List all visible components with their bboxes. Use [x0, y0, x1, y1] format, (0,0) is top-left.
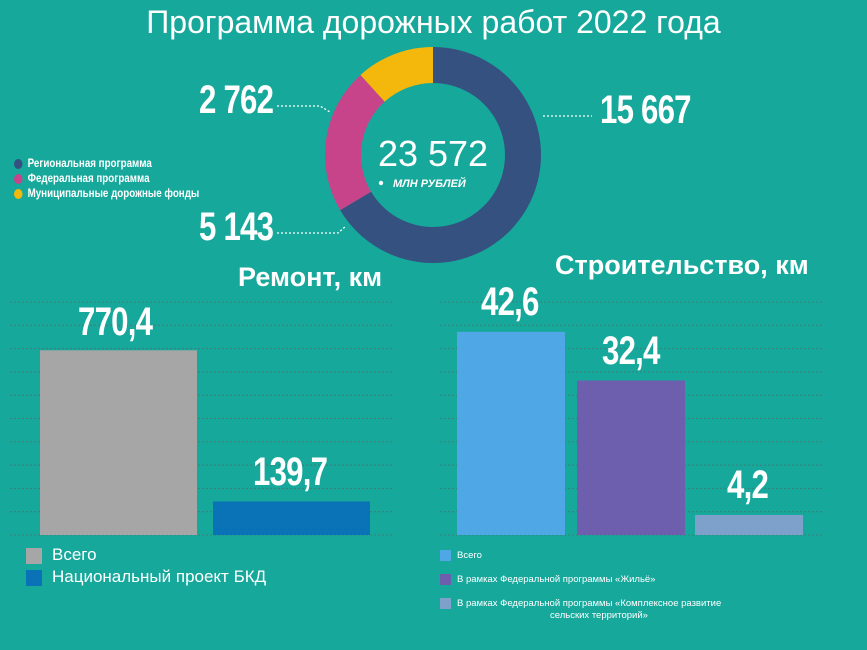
repair-legend-total: Всего [26, 545, 266, 567]
legend-item-regional: Региональная программа [14, 158, 199, 173]
legend-item-municipal: Муниципальные дорожные фонды [14, 188, 199, 203]
repair-bar-bkd [213, 501, 370, 535]
repair-label-total: 770,4 [78, 300, 153, 344]
legend-item-federal: Федеральная программа [14, 173, 199, 188]
legend-dot [14, 158, 23, 169]
legend-swatch [440, 550, 451, 561]
construction-bar-total [457, 331, 565, 535]
legend-swatch [26, 569, 42, 586]
donut-label-federal: 5 143 [199, 205, 274, 249]
construction-legend: Всего В рамках Федеральной программы «Жи… [440, 550, 721, 621]
legend-dot [14, 173, 23, 184]
repair-label-bkd: 139,7 [253, 450, 328, 494]
donut-legend: Региональная программа Федеральная прогр… [14, 158, 232, 203]
donut-label-regional: 15 667 [600, 88, 692, 132]
repair-legend-bkd: Национальный проект БКД [26, 567, 266, 589]
repair-bar-total [40, 350, 197, 535]
bullet-dot [378, 180, 384, 186]
donut-slice-municipal [360, 47, 433, 102]
legend-dot [14, 188, 23, 199]
construction-label-rural: 4,2 [727, 463, 769, 507]
construction-label-housing: 32,4 [602, 329, 660, 373]
donut-slice-federal [325, 74, 385, 211]
construction-bar-housing [577, 380, 685, 535]
construction-label-total: 42,6 [481, 280, 539, 324]
repair-title: Ремонт, км [238, 262, 383, 292]
construction-legend-rural-line2: сельских территорий» [550, 610, 648, 621]
legend-swatch [440, 574, 451, 585]
donut-total-value: 23 572 [378, 133, 488, 174]
donut-label-municipal: 2 762 [199, 78, 274, 122]
construction-title: Строительство, км [555, 250, 809, 280]
page-title: Программа дорожных работ 2022 года [146, 4, 721, 40]
construction-legend-total: Всего [440, 550, 721, 574]
construction-bar-rural [695, 514, 803, 535]
construction-legend-rural: В рамках Федеральной программы «Комплекс… [440, 598, 721, 610]
donut-total-unit: МЛН РУБЛЕЙ [393, 177, 467, 190]
construction-legend-housing: В рамках Федеральной программы «Жильё» [440, 574, 721, 598]
leader-federal [277, 225, 347, 234]
legend-swatch [440, 598, 451, 609]
donut-slice-regional [340, 47, 541, 263]
repair-legend: Всего Национальный проект БКД [26, 545, 266, 589]
legend-swatch [26, 547, 42, 564]
